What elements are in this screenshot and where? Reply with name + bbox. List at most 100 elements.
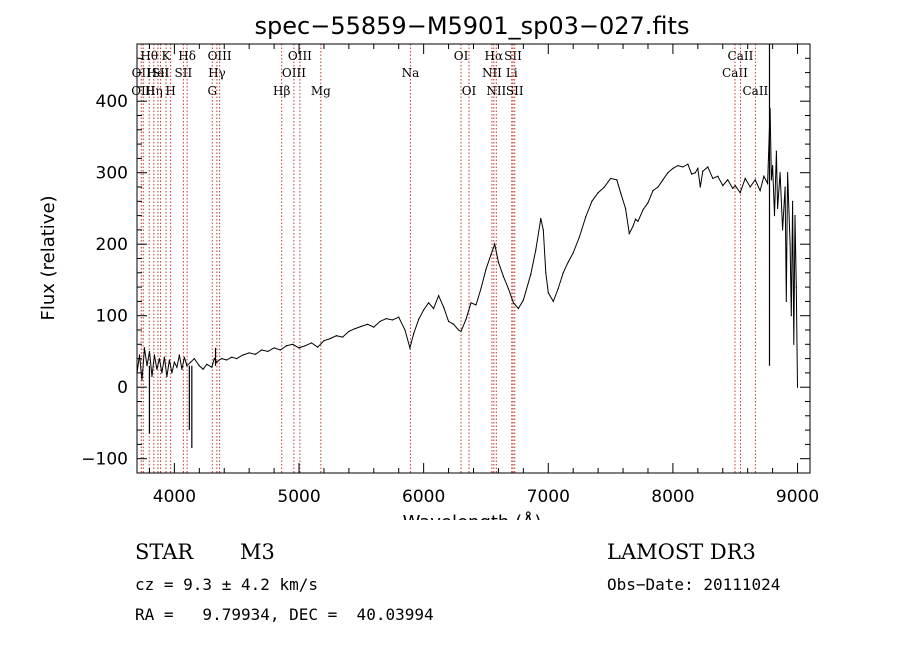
x-tick-label-7000: 7000 <box>527 487 570 507</box>
observation-date: Obs−Date: 20111024 <box>607 575 781 594</box>
data-point-0-116 <box>672 167 674 170</box>
data-point-0-134 <box>749 186 751 188</box>
marker-label-22: NII <box>486 84 506 98</box>
data-point-0-150 <box>789 243 791 245</box>
marker-label-14: OIII <box>282 66 306 80</box>
data-point-0-56 <box>379 320 381 323</box>
data-point-0-121 <box>694 172 696 174</box>
data-point-0-80 <box>497 261 500 263</box>
data-point-0-132 <box>739 192 741 194</box>
data-point-0-89 <box>542 229 544 231</box>
data-point-0-66 <box>433 307 435 310</box>
data-point-0-10 <box>161 372 163 374</box>
data-point-0-77 <box>485 268 487 270</box>
data-point-0-33 <box>236 358 238 360</box>
data-point-0-86 <box>530 273 532 275</box>
data-point-0-36 <box>254 353 256 355</box>
data-point-0-5 <box>148 350 151 353</box>
data-point-0-11 <box>163 356 166 358</box>
data-point-0-149 <box>786 172 789 174</box>
data-point-0-69 <box>447 320 450 323</box>
data-point-0-76 <box>480 287 482 290</box>
data-point-0-65 <box>428 302 430 304</box>
data-point-0-112 <box>652 189 654 192</box>
data-point-0-9 <box>158 358 161 360</box>
marker-label-21: Hα <box>485 49 504 63</box>
data-point-0-124 <box>702 170 704 172</box>
data-point-0-141 <box>772 164 774 167</box>
marker-label-6: K <box>162 49 172 63</box>
x-tick-label-5000: 5000 <box>277 487 320 507</box>
y-tick-label-100: 100 <box>96 307 128 327</box>
data-point-0-133 <box>744 177 746 180</box>
data-point-0-40 <box>279 349 281 351</box>
data-point-0-79 <box>494 243 496 245</box>
marker-label-17: Na <box>402 66 420 80</box>
line-markers: OIIOIIIHθHηHeISIIKHSIIHδGHγOIIIHβOIIIOII… <box>131 44 769 473</box>
data-point-0-31 <box>226 359 228 361</box>
data-point-0-129 <box>727 179 729 181</box>
data-point-0-19 <box>183 356 185 358</box>
data-point-0-26 <box>211 366 213 368</box>
y-axis: −100 0 100 200 300 400 <box>81 57 810 470</box>
data-point-0-72 <box>460 330 462 333</box>
data-point-0-90 <box>545 272 547 274</box>
data-point-0-113 <box>657 186 659 188</box>
data-point-0-39 <box>273 347 275 349</box>
y-tick-label-0: 0 <box>117 378 128 398</box>
data-point-0-74 <box>470 302 472 304</box>
data-point-0-51 <box>348 330 350 333</box>
data-point-0-135 <box>754 179 756 181</box>
data-point-0-42 <box>292 343 294 345</box>
marker-label-16: Mg <box>311 84 331 98</box>
data-point-0-145 <box>779 172 781 174</box>
series-layer <box>136 44 799 448</box>
data-point-0-35 <box>248 352 250 354</box>
data-point-0-13 <box>168 359 171 361</box>
data-point-0-7 <box>153 354 156 356</box>
data-point-0-94 <box>562 272 564 274</box>
data-point-0-46 <box>317 346 319 348</box>
data-point-0-60 <box>404 329 406 331</box>
data-point-0-73 <box>465 318 467 320</box>
data-point-0-4 <box>146 365 148 367</box>
data-point-0-15 <box>173 361 175 363</box>
data-point-0-28 <box>216 361 218 363</box>
data-point-0-70 <box>452 323 455 325</box>
data-point-0-93 <box>557 287 559 290</box>
marker-label-20: NII <box>482 66 502 80</box>
y-tick-label-300: 300 <box>96 164 128 184</box>
data-point-0-120 <box>691 173 693 175</box>
data-point-0-118 <box>682 166 684 168</box>
data-point-0-125 <box>707 166 709 168</box>
data-point-0-20 <box>186 365 188 367</box>
marker-label-27: CaII <box>728 49 754 63</box>
y-tick-label--100: −100 <box>81 450 128 470</box>
data-point-0-23 <box>198 365 200 367</box>
y-tick-label-200: 200 <box>96 235 128 255</box>
data-point-0-103 <box>616 179 618 181</box>
data-point-0-88 <box>540 217 542 220</box>
data-point-0-148 <box>785 300 787 302</box>
data-point-0-62 <box>413 332 415 335</box>
data-point-0-155 <box>795 286 797 288</box>
marker-label-25: SII <box>506 84 524 98</box>
data-point-0-55 <box>373 326 375 328</box>
data-point-0-105 <box>624 207 627 210</box>
data-point-0-49 <box>335 335 338 337</box>
data-point-0-47 <box>323 340 325 342</box>
marker-label-10: G <box>207 84 217 98</box>
data-point-0-37 <box>261 349 263 351</box>
data-point-0-18 <box>181 368 183 370</box>
data-point-0-44 <box>304 345 306 347</box>
data-point-0-126 <box>712 177 714 180</box>
marker-label-9: Hδ <box>178 49 196 63</box>
y-axis-label: Flux (relative) <box>38 195 59 320</box>
x-tick-label-8000: 8000 <box>651 487 694 507</box>
data-point-0-63 <box>418 318 420 320</box>
data-point-0-106 <box>628 232 630 235</box>
data-point-0-95 <box>567 261 569 263</box>
marker-label-28: CaII <box>742 84 768 98</box>
data-point-0-156 <box>796 386 799 388</box>
x-axis: 4000 5000 6000 7000 8000 9000 <box>148 44 819 507</box>
